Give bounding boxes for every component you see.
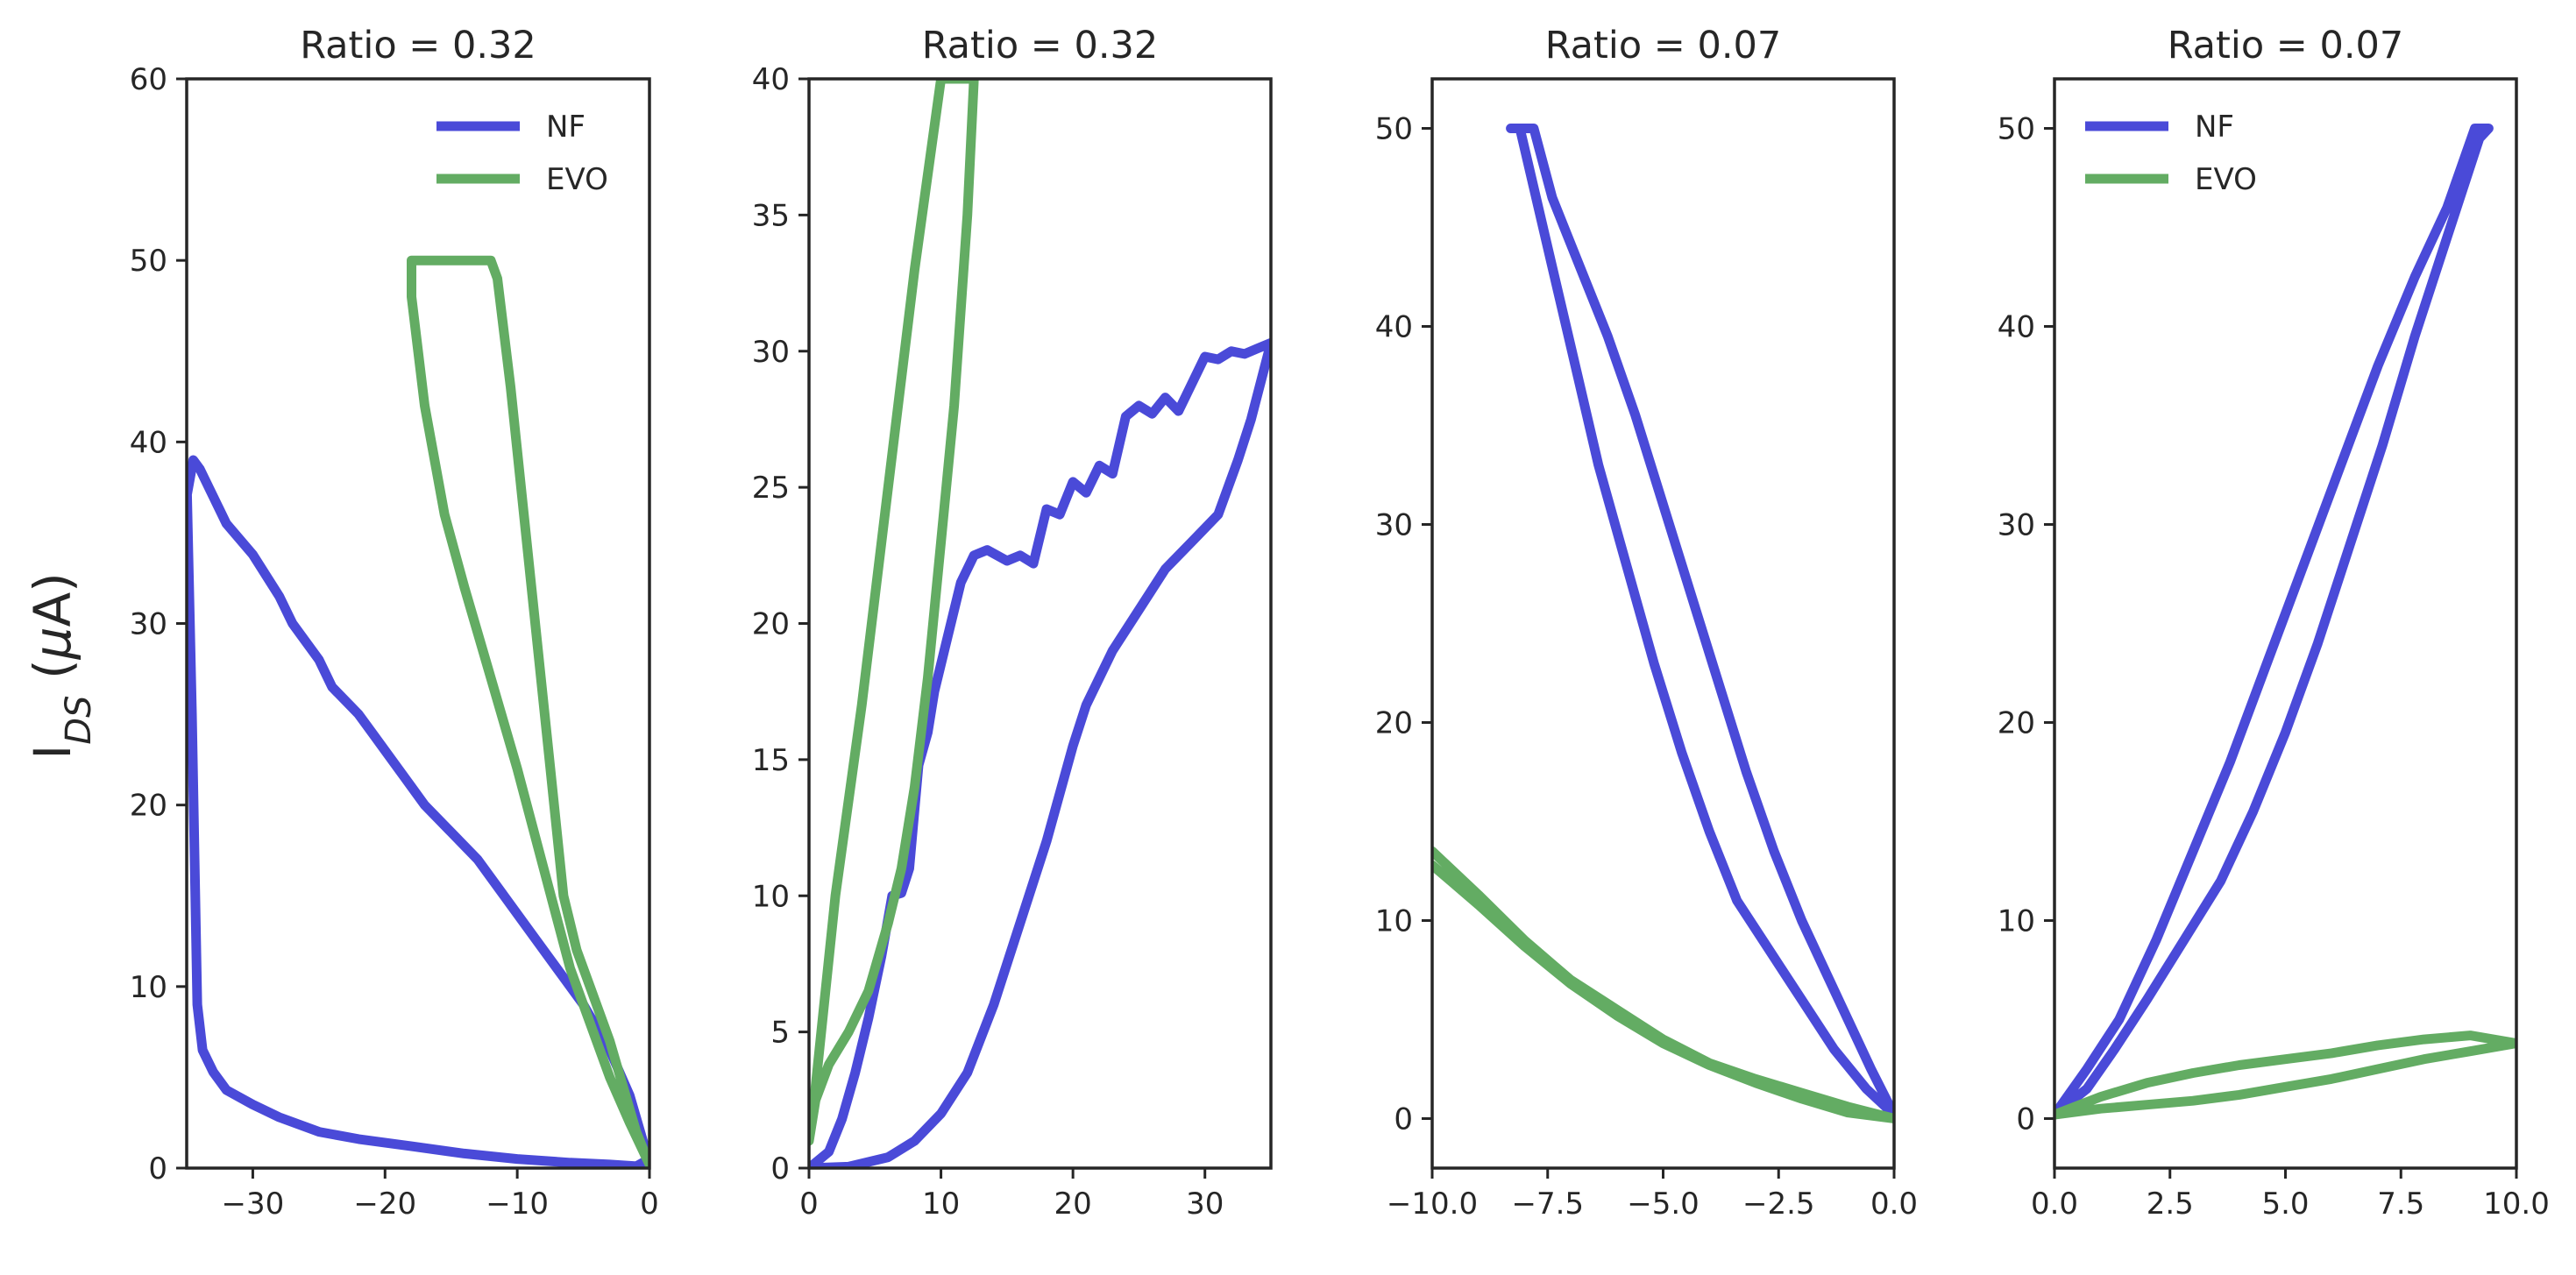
y-tick-label: 30 [752,335,790,370]
legend-label-evo: EVO [2195,162,2257,197]
x-tick-label: 0 [640,1186,659,1222]
subplot-title: Ratio = 0.32 [300,24,536,67]
subplot-1: −30 −20 −10 0 0 10 20 30 40 50 60 Ratio = 0.32 NF EVO [130,24,659,1222]
y-tick-label: 30 [130,607,167,642]
legend: NF EVO [436,110,608,197]
x-tick-label: 7.5 [2377,1186,2424,1222]
subplot-2: 0 10 20 30 0 5 10 15 20 25 30 35 40 Ratio = 0.32 [752,24,1273,1222]
x-tick-label: 0 [799,1186,819,1222]
legend-label-evo: EVO [546,162,608,197]
y-tick-label: 5 [770,1016,790,1051]
x-tick-label: 5.0 [2261,1186,2309,1222]
x-tick-label: 10.0 [2483,1186,2550,1222]
y-tick-label: 50 [1998,112,2035,147]
y-tick-label: 25 [752,471,790,506]
axes-frame [1430,77,1896,1170]
series-nf-line [2054,124,2494,1120]
y-tick-label: 20 [130,789,167,824]
series-evo-line [1432,846,1894,1123]
x-tick-label: −10.0 [1387,1186,1478,1222]
x-tick-label: 2.5 [2147,1186,2194,1222]
subplot-4: 0.0 2.5 5.0 7.5 10.0 0 10 20 30 40 50 Ratio = 0.07 N… [1998,24,2550,1222]
x-tick-label: −10 [486,1186,549,1222]
series-group [1432,124,1894,1123]
x-tick-label: 10 [922,1186,960,1222]
series-nf-line [809,337,1271,1168]
y-tick-label: 10 [130,970,167,1005]
series-evo-line [2054,1031,2516,1120]
y-tick-label: 20 [752,607,790,642]
series-group [187,255,649,1168]
series-nf-line [187,455,649,1168]
x-tick-label: 30 [1186,1186,1224,1222]
y-axis-label: IDS (μA) [23,572,99,760]
series-evo-line [407,255,649,1168]
x-tick-label: 20 [1054,1186,1092,1222]
legend-label-nf: NF [2195,110,2234,145]
series-nf-line [1506,124,1894,1120]
y-tick-label: 0 [148,1151,167,1186]
subplot-title: Ratio = 0.07 [1545,24,1782,67]
y-tick-label: 10 [1375,904,1413,939]
x-tick-label: 0.0 [1870,1186,1918,1222]
y-tick-label: 60 [130,62,167,97]
x-tick-label: 0.0 [2031,1186,2078,1222]
y-tick-label: 40 [1375,310,1413,345]
series-group [2054,124,2516,1120]
y-tick-label: 20 [1998,706,2035,741]
subplot-title: Ratio = 0.07 [2168,24,2404,67]
y-tick-label: 0 [2016,1102,2035,1137]
y-tick-label: 15 [752,743,790,778]
x-tick-label: −7.5 [1511,1186,1584,1222]
legend-label-nf: NF [546,110,585,145]
y-tick-label: 50 [1375,112,1413,147]
x-tick-label: −30 [222,1186,285,1222]
series-group [809,79,1271,1168]
y-tick-label: 30 [1998,508,2035,543]
y-tick-label: 0 [770,1151,790,1186]
series-evo-line [809,79,979,1146]
subplot-title: Ratio = 0.32 [922,24,1159,67]
x-tick-label: −20 [353,1186,416,1222]
y-tick-label: 35 [752,198,790,233]
y-tick-label: 40 [130,425,167,460]
x-tick-label: −5.0 [1627,1186,1700,1222]
y-tick-label: 40 [752,62,790,97]
y-tick-label: 40 [1998,310,2035,345]
y-tick-label: 10 [1998,904,2035,939]
legend: NF EVO [2085,110,2257,197]
x-tick-label: −2.5 [1742,1186,1815,1222]
y-tick-label: 20 [1375,706,1413,741]
y-tick-label: 30 [1375,508,1413,543]
y-tick-label: 10 [752,879,790,914]
axes-frame [807,77,1273,1170]
y-tick-label: 50 [130,244,167,279]
y-tick-label: 0 [1394,1102,1413,1137]
subplot-3: −10.0 −7.5 −5.0 −2.5 0.0 0 10 20 30 40 50 Ratio = 0… [1375,24,1918,1222]
